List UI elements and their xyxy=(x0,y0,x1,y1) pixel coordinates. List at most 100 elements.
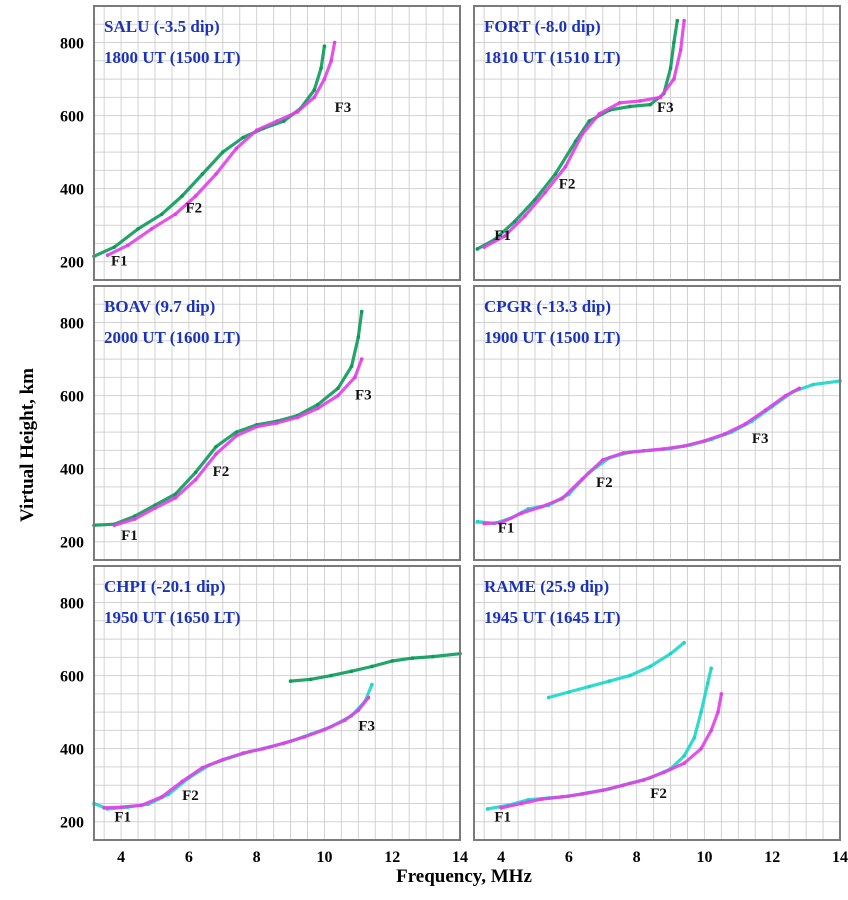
trace-point xyxy=(315,406,320,411)
trace-point xyxy=(560,795,564,799)
layer-label: F1 xyxy=(121,528,138,544)
y-tick-label: 600 xyxy=(60,109,84,126)
trace-point xyxy=(512,219,517,224)
trace-point xyxy=(519,801,524,806)
trace-point xyxy=(475,519,480,524)
trace-point xyxy=(359,309,364,314)
trace-point xyxy=(353,375,357,380)
trace-point xyxy=(159,795,164,799)
trace-point xyxy=(661,770,666,775)
trace-point xyxy=(563,164,568,169)
trace-point xyxy=(390,659,395,663)
y-tick-label: 800 xyxy=(60,596,84,613)
y-tick-label: 400 xyxy=(60,742,84,759)
trace-point xyxy=(580,132,585,136)
trace-point xyxy=(281,741,286,745)
x-tick-label: 14 xyxy=(832,849,848,866)
x-tick-label: 10 xyxy=(316,849,332,866)
trace-point xyxy=(312,95,317,100)
x-tick-label: 10 xyxy=(696,849,712,866)
y-tick-label: 200 xyxy=(60,255,84,272)
trace-point xyxy=(560,496,564,501)
trace-point xyxy=(621,783,625,787)
panel-frame xyxy=(93,565,461,841)
trace-series-1 xyxy=(92,44,326,258)
trace-point xyxy=(214,444,218,449)
trace-point xyxy=(672,77,676,81)
trace-point xyxy=(295,415,300,420)
trace-point xyxy=(719,692,724,696)
trace-point xyxy=(580,477,585,481)
trace-series-1 xyxy=(92,310,364,527)
trace-point xyxy=(638,99,642,103)
panel-title: FORT (-8.0 dip) xyxy=(484,17,601,36)
trace-point xyxy=(349,364,354,369)
trace-point xyxy=(539,504,544,509)
trace-point xyxy=(763,408,768,413)
trace-point xyxy=(332,40,337,45)
panel-6: RAME (25.9 dip) 1945 UT (1645 LT) F1 F2 4 6 8 1… xyxy=(473,565,848,866)
panel-frame xyxy=(93,285,461,561)
panel-1: SALU (-3.5 dip) 1800 UT (1500 LT) F1 F2 F3 20… xyxy=(60,5,461,281)
trace-point xyxy=(241,751,245,755)
trace-point xyxy=(641,778,646,782)
trace-point xyxy=(410,656,415,660)
trace-point xyxy=(359,357,364,361)
trace-point xyxy=(699,710,703,714)
panel-frame xyxy=(93,5,461,281)
layer-label: F1 xyxy=(114,810,131,826)
x-axis-label: Frequency, MHz xyxy=(396,866,532,887)
trace-point xyxy=(370,682,374,687)
layer-label: F2 xyxy=(182,788,199,804)
trace-point xyxy=(234,433,239,438)
layer-label: F3 xyxy=(752,431,769,447)
trace-point xyxy=(309,677,313,682)
trace-point xyxy=(322,727,327,732)
layer-label: F1 xyxy=(111,253,128,269)
panel-3: BOAV (9.7 dip) 2000 UT (1600 LT) F1 F2 F3 200… xyxy=(60,285,461,561)
trace-point xyxy=(159,212,164,217)
trace-point xyxy=(234,146,239,151)
trace-point xyxy=(580,792,585,796)
trace-point xyxy=(173,212,178,217)
trace-point xyxy=(672,40,676,45)
trace-point xyxy=(668,66,673,70)
trace-point xyxy=(553,172,558,176)
trace-point xyxy=(136,227,140,231)
trace-point xyxy=(621,451,625,455)
y-tick-label: 400 xyxy=(60,182,84,199)
layer-label: F2 xyxy=(559,177,576,193)
x-tick-label: 6 xyxy=(185,849,193,866)
trace-point xyxy=(200,172,205,176)
trace-point xyxy=(543,190,547,195)
trace-point xyxy=(533,197,537,202)
trace-point xyxy=(366,695,371,700)
y-axis-label: Virtual Height, km xyxy=(17,368,38,522)
panel-2: FORT (-8.0 dip) 1810 UT (1510 LT) F1 F2 F3 xyxy=(473,5,841,281)
panel-subtitle: 2000 UT (1600 LT) xyxy=(104,328,241,347)
trace-point xyxy=(706,681,710,685)
trace-point xyxy=(234,430,239,434)
trace-point xyxy=(648,664,653,669)
layer-label: F1 xyxy=(494,810,511,826)
trace-point xyxy=(722,432,727,436)
y-tick-label: 400 xyxy=(60,462,84,479)
trace-point xyxy=(743,422,747,426)
trace-point xyxy=(132,517,137,521)
x-tick-label: 4 xyxy=(117,849,125,866)
trace-point xyxy=(329,673,334,678)
layer-label: F3 xyxy=(657,100,674,116)
trace-point xyxy=(356,708,361,713)
trace-point xyxy=(678,48,683,52)
trace-point xyxy=(193,194,198,198)
trace-point xyxy=(220,150,225,154)
trace-point xyxy=(597,111,602,116)
trace-point xyxy=(702,439,707,443)
trace-point xyxy=(587,119,592,123)
trace-point xyxy=(692,735,697,740)
trace-point xyxy=(587,684,592,689)
trace-point xyxy=(302,735,306,739)
trace-point xyxy=(485,807,490,811)
trace-point xyxy=(716,710,720,714)
